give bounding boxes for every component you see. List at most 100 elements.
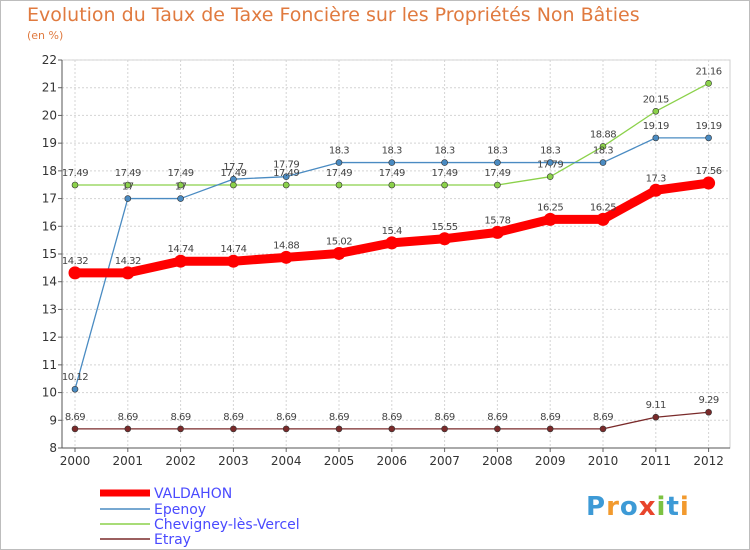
data-label: 17.49 xyxy=(168,168,194,179)
y-tick-label: 9 xyxy=(49,413,57,427)
data-label: 17 xyxy=(175,182,187,193)
data-point xyxy=(388,181,396,189)
data-point xyxy=(174,254,188,268)
y-tick-label: 10 xyxy=(42,386,57,400)
data-point xyxy=(388,159,396,166)
chart-title: Evolution du Taux de Taxe Foncière sur l… xyxy=(27,4,640,26)
data-label: 17.49 xyxy=(273,168,299,179)
y-tick-label: 8 xyxy=(49,441,57,455)
data-point xyxy=(494,181,501,189)
data-point xyxy=(494,425,501,433)
data-point xyxy=(702,176,716,190)
data-point xyxy=(226,254,240,268)
data-label: 18.3 xyxy=(593,146,613,157)
data-point xyxy=(124,181,132,189)
data-point xyxy=(230,425,237,433)
data-label: 8.69 xyxy=(223,412,243,423)
x-tick-label: 2004 xyxy=(271,454,302,468)
data-point xyxy=(177,425,184,433)
legend-label: Chevigney-lès-Vercel xyxy=(154,517,300,533)
data-point xyxy=(335,425,343,433)
data-label: 8.69 xyxy=(170,412,190,423)
data-point xyxy=(599,425,607,433)
data-point xyxy=(546,173,554,180)
data-point xyxy=(230,175,237,183)
data-label: 21.16 xyxy=(696,66,722,77)
legend-label: Etray xyxy=(154,532,191,548)
data-label: 18.3 xyxy=(434,146,454,157)
data-point xyxy=(335,159,343,166)
y-tick-label: 19 xyxy=(42,136,57,150)
data-label: 17.7 xyxy=(223,162,243,173)
data-label: 18.88 xyxy=(590,129,616,140)
x-tick-label: 2010 xyxy=(588,454,619,468)
data-point xyxy=(388,425,396,433)
logo-letter: P xyxy=(586,492,607,522)
data-point xyxy=(652,413,660,421)
data-label: 15.78 xyxy=(484,215,510,226)
data-point xyxy=(230,181,237,189)
data-label: 17.49 xyxy=(220,168,246,179)
data-point xyxy=(279,250,293,264)
data-label: 20.15 xyxy=(643,94,669,105)
x-tick-label: 2007 xyxy=(429,454,460,468)
data-point xyxy=(124,425,132,433)
data-point xyxy=(438,232,452,246)
data-point xyxy=(441,181,448,189)
data-label: 17.49 xyxy=(484,168,510,179)
data-point xyxy=(546,159,554,166)
data-label: 18.3 xyxy=(487,146,507,157)
data-label: 17.49 xyxy=(62,168,88,179)
data-point xyxy=(335,181,343,189)
y-tick-label: 12 xyxy=(42,330,57,344)
y-tick-label: 17 xyxy=(42,192,57,206)
y-tick-label: 15 xyxy=(42,247,57,261)
y-tick-label: 13 xyxy=(42,302,57,316)
data-point xyxy=(546,425,554,433)
data-point xyxy=(71,385,79,393)
data-label: 14.74 xyxy=(220,244,246,255)
x-tick-label: 2011 xyxy=(641,454,672,468)
data-label: 8.69 xyxy=(276,412,296,423)
data-point xyxy=(705,408,712,416)
data-label: 15.02 xyxy=(326,236,352,247)
data-point xyxy=(71,181,79,189)
data-point xyxy=(385,236,399,250)
data-label: 8.69 xyxy=(65,412,85,423)
data-label: 17.49 xyxy=(326,168,352,179)
y-tick-label: 11 xyxy=(42,358,57,372)
data-label: 17.49 xyxy=(115,168,141,179)
y-tick-label: 20 xyxy=(42,108,57,122)
data-label: 17.79 xyxy=(537,160,563,171)
data-label: 8.69 xyxy=(593,412,613,423)
legend-label: Epenoy xyxy=(154,502,206,518)
x-tick-label: 2006 xyxy=(377,454,408,468)
data-point xyxy=(596,212,610,226)
proxiti-logo: Proxiti xyxy=(586,492,690,522)
data-point xyxy=(282,173,290,180)
data-point xyxy=(441,425,448,433)
data-label: 17.3 xyxy=(646,173,666,184)
data-label: 8.69 xyxy=(382,412,402,423)
data-point xyxy=(71,425,79,433)
data-label: 17.56 xyxy=(696,166,722,177)
data-label: 14.88 xyxy=(273,240,299,251)
data-label: 10.12 xyxy=(62,372,88,383)
data-point xyxy=(177,195,184,202)
data-point xyxy=(441,159,448,166)
x-tick-label: 2002 xyxy=(165,454,196,468)
logo-letter: i xyxy=(679,492,690,522)
logo-letter: t xyxy=(666,492,680,522)
data-label: 18.3 xyxy=(540,146,560,157)
logo-letter: o xyxy=(619,492,639,522)
data-label: 14.32 xyxy=(115,256,141,267)
data-point xyxy=(494,159,501,166)
data-point xyxy=(705,134,712,142)
data-label: 15.55 xyxy=(432,222,458,233)
data-point xyxy=(68,266,82,280)
data-point xyxy=(332,246,346,260)
data-label: 17 xyxy=(122,182,134,193)
data-label: 15.4 xyxy=(382,226,402,237)
data-point xyxy=(124,195,132,202)
